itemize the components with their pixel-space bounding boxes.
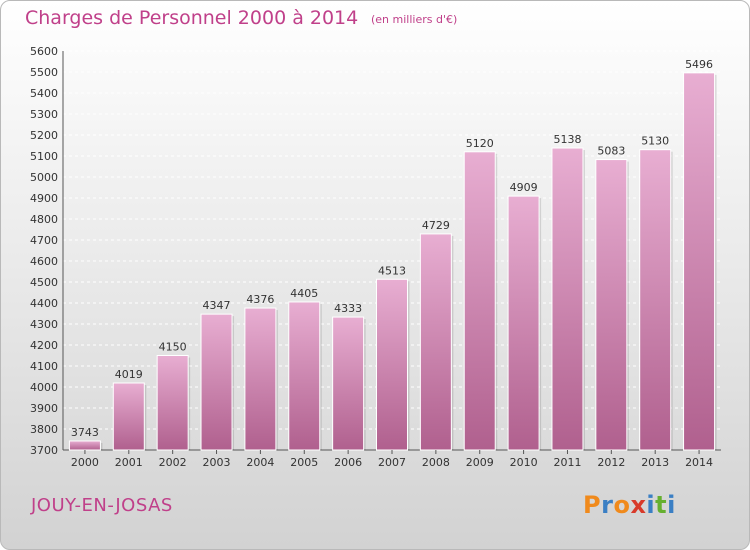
bar bbox=[332, 316, 365, 451]
y-tick-label: 4400 bbox=[30, 297, 58, 310]
bar bbox=[507, 195, 540, 451]
bar bbox=[244, 307, 277, 451]
y-tick-label: 3800 bbox=[30, 423, 58, 436]
x-tick-label: 2006 bbox=[334, 456, 362, 469]
x-tick-label: 2012 bbox=[597, 456, 625, 469]
chart-title: Charges de Personnel 2000 à 2014 bbox=[25, 7, 359, 29]
y-tick-label: 4500 bbox=[30, 276, 58, 289]
bar bbox=[112, 382, 145, 451]
logo-letter: i bbox=[667, 491, 676, 519]
bar bbox=[200, 313, 233, 451]
bar-value-label: 4909 bbox=[510, 181, 538, 194]
x-tick-label: 2000 bbox=[71, 456, 99, 469]
bar-value-label: 3743 bbox=[71, 426, 99, 439]
y-tick-label: 4100 bbox=[30, 360, 58, 373]
y-tick-label: 5100 bbox=[30, 150, 58, 163]
x-tick-label: 2004 bbox=[246, 456, 274, 469]
x-tick-label: 2005 bbox=[290, 456, 318, 469]
y-tick-label: 5000 bbox=[30, 171, 58, 184]
bar-value-label: 4019 bbox=[115, 368, 143, 381]
x-tick-label: 2014 bbox=[685, 456, 713, 469]
y-tick-label: 4700 bbox=[30, 234, 58, 247]
bar-value-label: 4729 bbox=[422, 219, 450, 232]
bar-value-label: 4150 bbox=[159, 341, 187, 354]
x-tick-label: 2003 bbox=[203, 456, 231, 469]
x-tick-label: 2010 bbox=[510, 456, 538, 469]
logo-letter: o bbox=[613, 491, 631, 519]
y-tick-label: 5300 bbox=[30, 108, 58, 121]
x-tick-label: 2013 bbox=[641, 456, 669, 469]
y-tick-label: 3900 bbox=[30, 402, 58, 415]
bar-value-label: 4513 bbox=[378, 264, 406, 277]
logo-letter: i bbox=[646, 491, 656, 519]
bar bbox=[639, 149, 672, 451]
chart-subtitle: (en milliers d'€) bbox=[371, 13, 458, 26]
y-tick-label: 5400 bbox=[30, 87, 58, 100]
bar-value-label: 4347 bbox=[203, 299, 231, 312]
bar bbox=[376, 278, 408, 451]
bar-value-label: 4376 bbox=[246, 293, 274, 306]
y-tick-label: 5200 bbox=[30, 129, 58, 142]
x-tick-label: 2007 bbox=[378, 456, 406, 469]
logo-letter: x bbox=[630, 491, 647, 519]
proxiti-logo: Proxiti bbox=[583, 491, 676, 519]
y-tick-label: 4900 bbox=[30, 192, 58, 205]
bar bbox=[288, 301, 321, 451]
bar-value-label: 5138 bbox=[553, 133, 581, 146]
bar-value-label: 5083 bbox=[597, 145, 625, 158]
bar bbox=[419, 233, 452, 451]
bar-value-label: 4405 bbox=[290, 287, 318, 300]
y-tick-label: 5600 bbox=[30, 45, 58, 58]
bar-value-label: 5130 bbox=[641, 135, 669, 148]
bar bbox=[463, 151, 496, 451]
bar bbox=[68, 440, 101, 451]
bar bbox=[156, 355, 189, 451]
y-tick-label: 5500 bbox=[30, 66, 58, 79]
x-tick-label: 2002 bbox=[159, 456, 187, 469]
logo-letter: P bbox=[583, 491, 602, 519]
y-tick-label: 4800 bbox=[30, 213, 58, 226]
x-tick-label: 2009 bbox=[466, 456, 494, 469]
x-tick-label: 2001 bbox=[115, 456, 143, 469]
y-tick-label: 4600 bbox=[30, 255, 58, 268]
x-tick-label: 2011 bbox=[553, 456, 581, 469]
bar bbox=[683, 72, 716, 451]
logo-letter: t bbox=[655, 491, 668, 519]
bar-value-label: 5120 bbox=[466, 137, 494, 150]
logo-letter: r bbox=[601, 491, 614, 519]
y-tick-label: 4300 bbox=[30, 318, 58, 331]
y-tick-label: 4000 bbox=[30, 381, 58, 394]
x-tick-label: 2008 bbox=[422, 456, 450, 469]
bar bbox=[595, 159, 628, 451]
bar-value-label: 5496 bbox=[685, 58, 713, 71]
commune-name: JOUY-EN-JOSAS bbox=[31, 495, 173, 516]
bar bbox=[551, 147, 584, 451]
y-tick-label: 3700 bbox=[30, 444, 58, 457]
y-tick-label: 4200 bbox=[30, 339, 58, 352]
bar-value-label: 4333 bbox=[334, 302, 362, 315]
